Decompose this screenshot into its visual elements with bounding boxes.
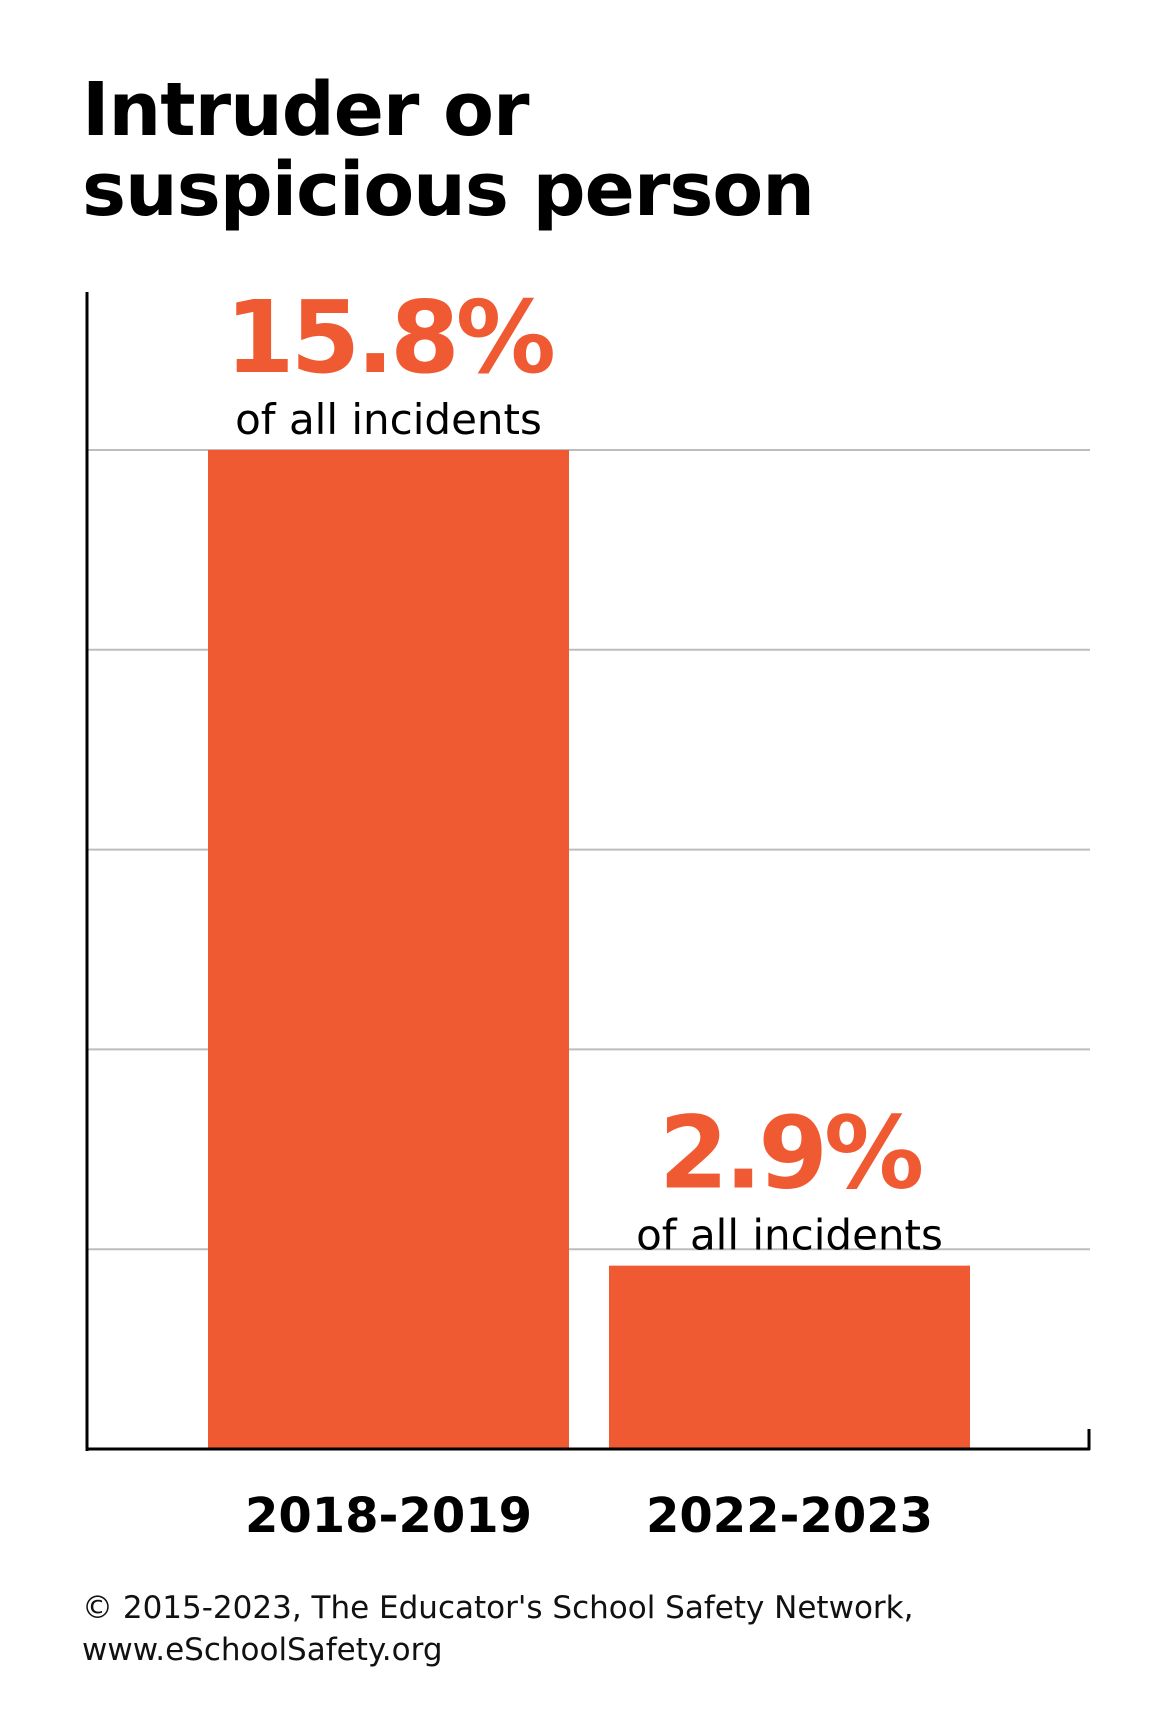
website-link: www.eSchoolSafety.org: [82, 1632, 443, 1668]
bar-2022-2023: [609, 1265, 970, 1449]
x-tick-label: 2018-2019: [245, 1488, 532, 1544]
bar-2018-2019: [208, 450, 569, 1449]
chart-title-line-2: suspicious person: [82, 147, 815, 233]
chart-title-line-1: Intruder or: [82, 67, 530, 153]
value-label: 15.8%: [225, 279, 554, 396]
chart-title: Intruder or suspicious person: [82, 67, 815, 233]
copyright-footer: © 2015-2023, The Educator's School Safet…: [82, 1587, 913, 1671]
value-sublabel: of all incidents: [235, 395, 542, 444]
value-label: 2.9%: [659, 1095, 922, 1212]
x-tick-label: 2022-2023: [646, 1488, 933, 1544]
copyright-line: © 2015-2023, The Educator's School Safet…: [82, 1590, 914, 1626]
value-sublabel: of all incidents: [636, 1211, 943, 1260]
